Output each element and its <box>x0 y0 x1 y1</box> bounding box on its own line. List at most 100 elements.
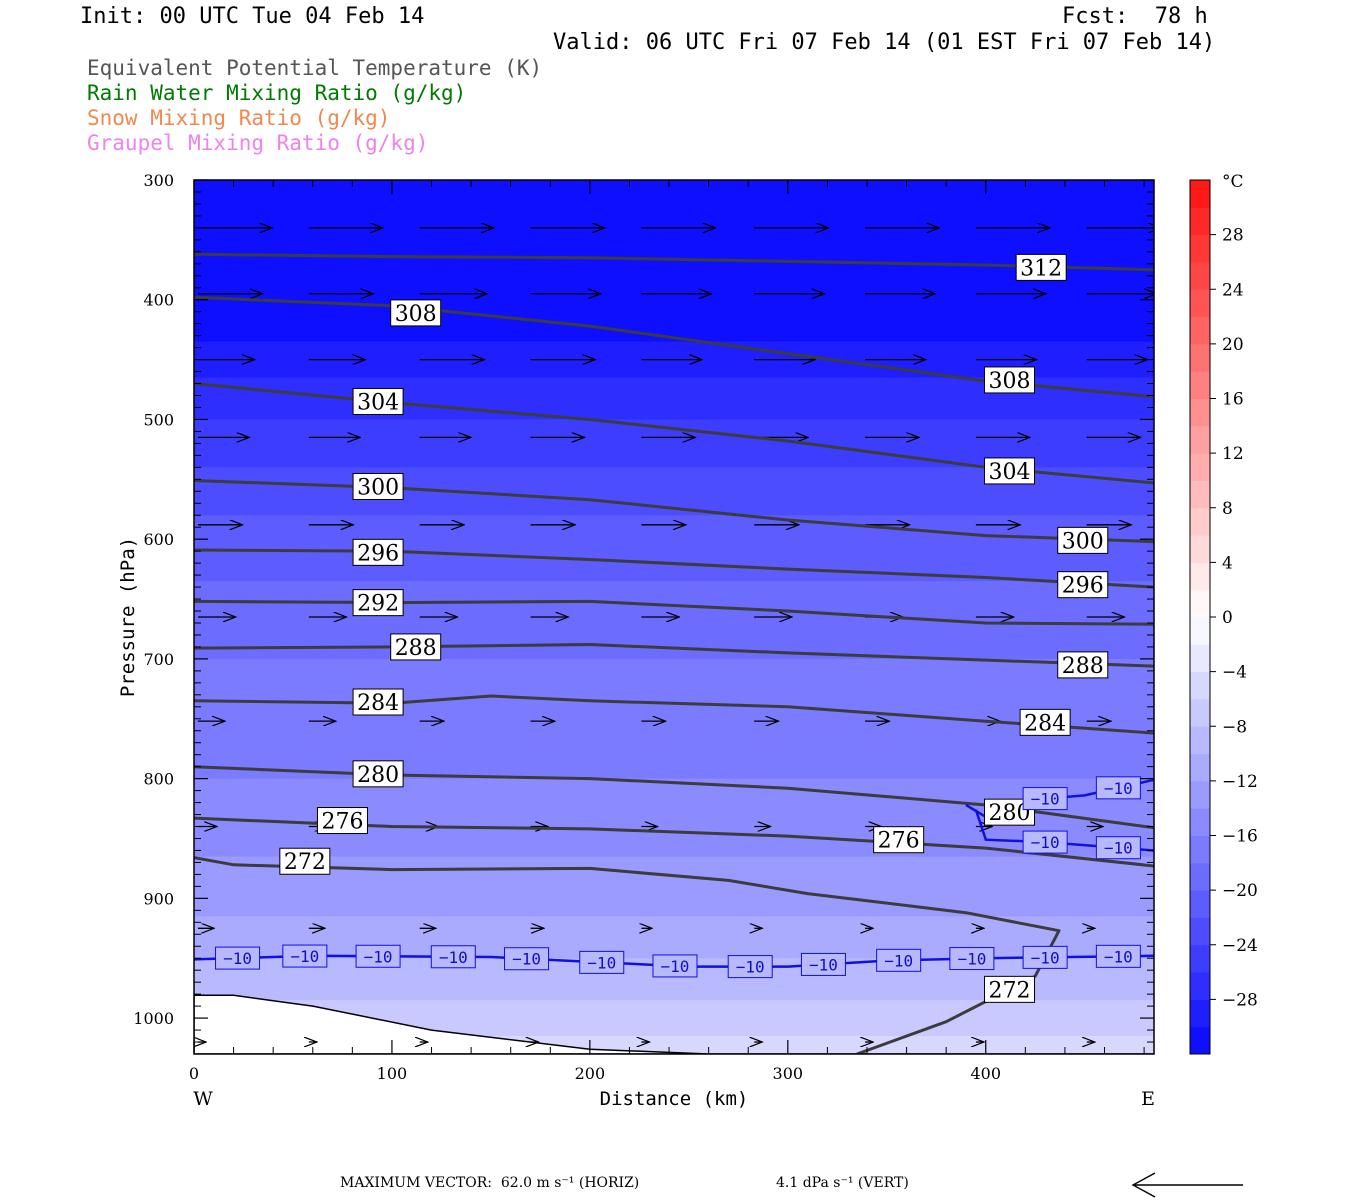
theta-e-label-box <box>1015 253 1067 281</box>
colorbar-swatch <box>1190 698 1210 727</box>
temperature-band <box>194 299 1154 307</box>
temperature-band <box>194 359 1154 367</box>
isotherm-label-box <box>215 946 261 970</box>
temperature-band <box>194 605 1154 612</box>
temperature-band <box>194 317 1154 325</box>
isotherm-label: −10 <box>439 948 468 967</box>
colorbar-tick-label: 8 <box>1222 499 1233 519</box>
temperature-band <box>194 808 1154 816</box>
temperature-band <box>194 730 1154 738</box>
isotherm-label: −10 <box>364 947 393 966</box>
theta-e-label-box <box>984 366 1036 394</box>
temperature-band <box>194 401 1154 409</box>
colorbar-tick-label: 12 <box>1222 444 1244 464</box>
contour-labels: 312 308 308 304 304 300 300 296 296 292 288 288 284 2… <box>215 253 1141 1003</box>
colorbar-swatch <box>1190 453 1210 481</box>
temperature-band <box>194 329 1154 337</box>
colorbar-swatch <box>1190 972 1210 1000</box>
temperature-band <box>194 593 1154 600</box>
temperature-band <box>194 754 1154 762</box>
temperature-band <box>194 539 1154 546</box>
left-arrow-icon <box>1131 1172 1243 1198</box>
isotherm-label: −10 <box>1031 790 1060 809</box>
temperature-band <box>194 718 1154 726</box>
colorbar-swatch <box>1190 835 1210 864</box>
isotherm-label-box <box>1095 836 1141 860</box>
temperature-band <box>194 485 1154 492</box>
theta-e-label-box <box>390 299 442 327</box>
theta-e-label-box <box>352 589 404 617</box>
temperature-band <box>194 868 1154 875</box>
temperature-band <box>194 916 1154 923</box>
colorbar-swatch <box>1190 726 1210 755</box>
temperature-band <box>194 862 1154 869</box>
theta-e-label-box <box>352 760 404 788</box>
x-tick-label: 100 <box>377 1064 408 1083</box>
theta-e-label: 296 <box>1062 574 1104 599</box>
colorbar-swatch <box>1190 644 1210 673</box>
temperature-band <box>194 623 1154 630</box>
theta-e-label: 312 <box>1020 256 1062 281</box>
theta-e-label: 304 <box>989 460 1031 485</box>
temperature-band <box>194 802 1154 810</box>
temperature-band <box>194 635 1154 642</box>
temperature-band <box>194 497 1154 504</box>
colorbar: 28 24 20 16 12 8 4 0 −4 −8 −12 −16 −20 −24 −28 <box>1189 179 1258 1055</box>
isotherm-label-box <box>579 950 625 974</box>
temperature-band <box>194 180 1154 187</box>
temperature-band <box>194 311 1154 319</box>
isotherm-label-box <box>504 947 550 971</box>
colorbar-swatch <box>1190 753 1210 782</box>
y-tick-label: 400 <box>143 291 174 310</box>
temperature-band <box>194 820 1154 828</box>
isotherm-label-box <box>876 948 922 972</box>
temperature-band <box>194 742 1154 750</box>
colorbar-swatch <box>1190 535 1210 563</box>
temperature-band <box>194 269 1154 277</box>
colorbar-tick-label: 0 <box>1222 608 1233 628</box>
y-axis-label: Pressure (hPa) <box>117 537 139 697</box>
temperature-band <box>194 910 1154 917</box>
theta-e-label-box <box>316 807 368 835</box>
y-tick-label: 900 <box>143 889 174 908</box>
temperature-band <box>194 1006 1154 1013</box>
temperature-band <box>194 389 1154 397</box>
x-tick-label: 300 <box>773 1064 804 1083</box>
temperature-band <box>194 215 1154 223</box>
temperature-band <box>194 419 1154 427</box>
y-tick-label: 300 <box>143 171 174 190</box>
colorbar-swatch <box>1190 343 1210 372</box>
colorbar-swatch <box>1190 944 1210 973</box>
colorbar-swatch <box>1190 425 1210 454</box>
temperature-band <box>194 581 1154 588</box>
temperature-band <box>194 569 1154 576</box>
temperature-band <box>194 694 1154 702</box>
temperature-band <box>194 904 1154 911</box>
colorbar-tick-label: −20 <box>1222 881 1258 901</box>
temperature-band <box>194 371 1154 379</box>
y-tick-label: 500 <box>143 410 174 429</box>
theta-e-label-box <box>352 538 404 566</box>
temperature-band <box>194 437 1154 444</box>
colorbar-swatch <box>1190 261 1210 290</box>
theta-e-label: 284 <box>357 691 399 716</box>
temperature-band <box>194 940 1154 947</box>
theta-e-label: 272 <box>989 978 1031 1003</box>
theta-e-label: 304 <box>357 390 399 415</box>
temperature-band <box>194 257 1154 265</box>
isotherm-label-box <box>1022 945 1068 969</box>
colorbar-tick-label: −24 <box>1222 936 1258 956</box>
temperature-band <box>194 377 1154 385</box>
theta-e-label-box <box>279 847 331 875</box>
temperature-band <box>194 563 1154 570</box>
temperature-band <box>194 365 1154 373</box>
isotherm-label: −10 <box>1104 839 1133 858</box>
temperature-band <box>194 281 1154 289</box>
colorbar-swatch <box>1190 207 1210 236</box>
colorbar-swatch <box>1190 480 1210 509</box>
colorbar-tick-label: −28 <box>1222 990 1258 1010</box>
temperature-band <box>194 587 1154 594</box>
temperature-band <box>194 826 1154 834</box>
colorbar-swatch <box>1190 371 1210 399</box>
temperature-band <box>194 305 1154 313</box>
